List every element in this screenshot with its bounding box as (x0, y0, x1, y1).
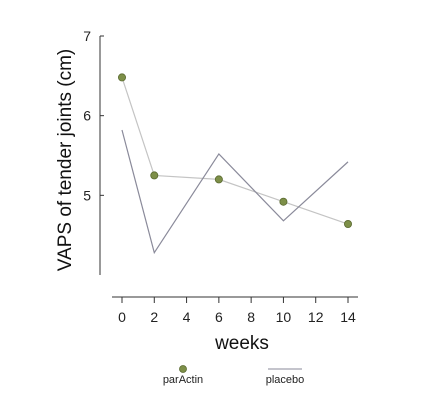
series-layer (118, 73, 352, 255)
series-line-parActin (121, 77, 349, 225)
legend-item-placebo: placebo (266, 368, 305, 386)
x-tick-label: 2 (150, 309, 158, 325)
y-tick-label: 7 (83, 28, 91, 44)
data-point-parActin (214, 175, 223, 184)
legend-label-placebo: placebo (266, 374, 305, 386)
data-point-parActin (150, 171, 159, 180)
x-tick-label: 14 (340, 309, 356, 325)
data-point-parActin (279, 197, 288, 206)
legend-marker-parActin (179, 365, 187, 373)
y-axis-label: VAPS of tender joints (cm) (55, 49, 76, 271)
x-axis-label: weeks (214, 333, 269, 354)
x-tick-label: 8 (247, 309, 255, 325)
legend-label-parActin: parActin (163, 374, 203, 386)
y-ticks: 7 6 5 (83, 28, 104, 203)
x-tick-label: 4 (183, 309, 191, 325)
x-tick-label: 12 (308, 309, 324, 325)
x-ticks: 0 2 4 6 8 10 12 14 (118, 297, 356, 325)
y-tick-label: 6 (83, 108, 91, 124)
data-point-parActin (118, 73, 127, 82)
legend-item-parActin: parActin (163, 365, 203, 386)
y-axis: 7 6 5 (83, 28, 104, 275)
series-line-placebo (121, 129, 349, 255)
x-axis: 0 2 4 6 8 10 12 14 (112, 296, 358, 325)
x-tick-label: 6 (215, 309, 223, 325)
legend: parActin placebo (163, 365, 305, 386)
x-tick-label: 0 (118, 309, 126, 325)
x-tick-label: 10 (276, 309, 292, 325)
y-tick-label: 5 (83, 187, 91, 203)
data-point-parActin (343, 220, 352, 229)
